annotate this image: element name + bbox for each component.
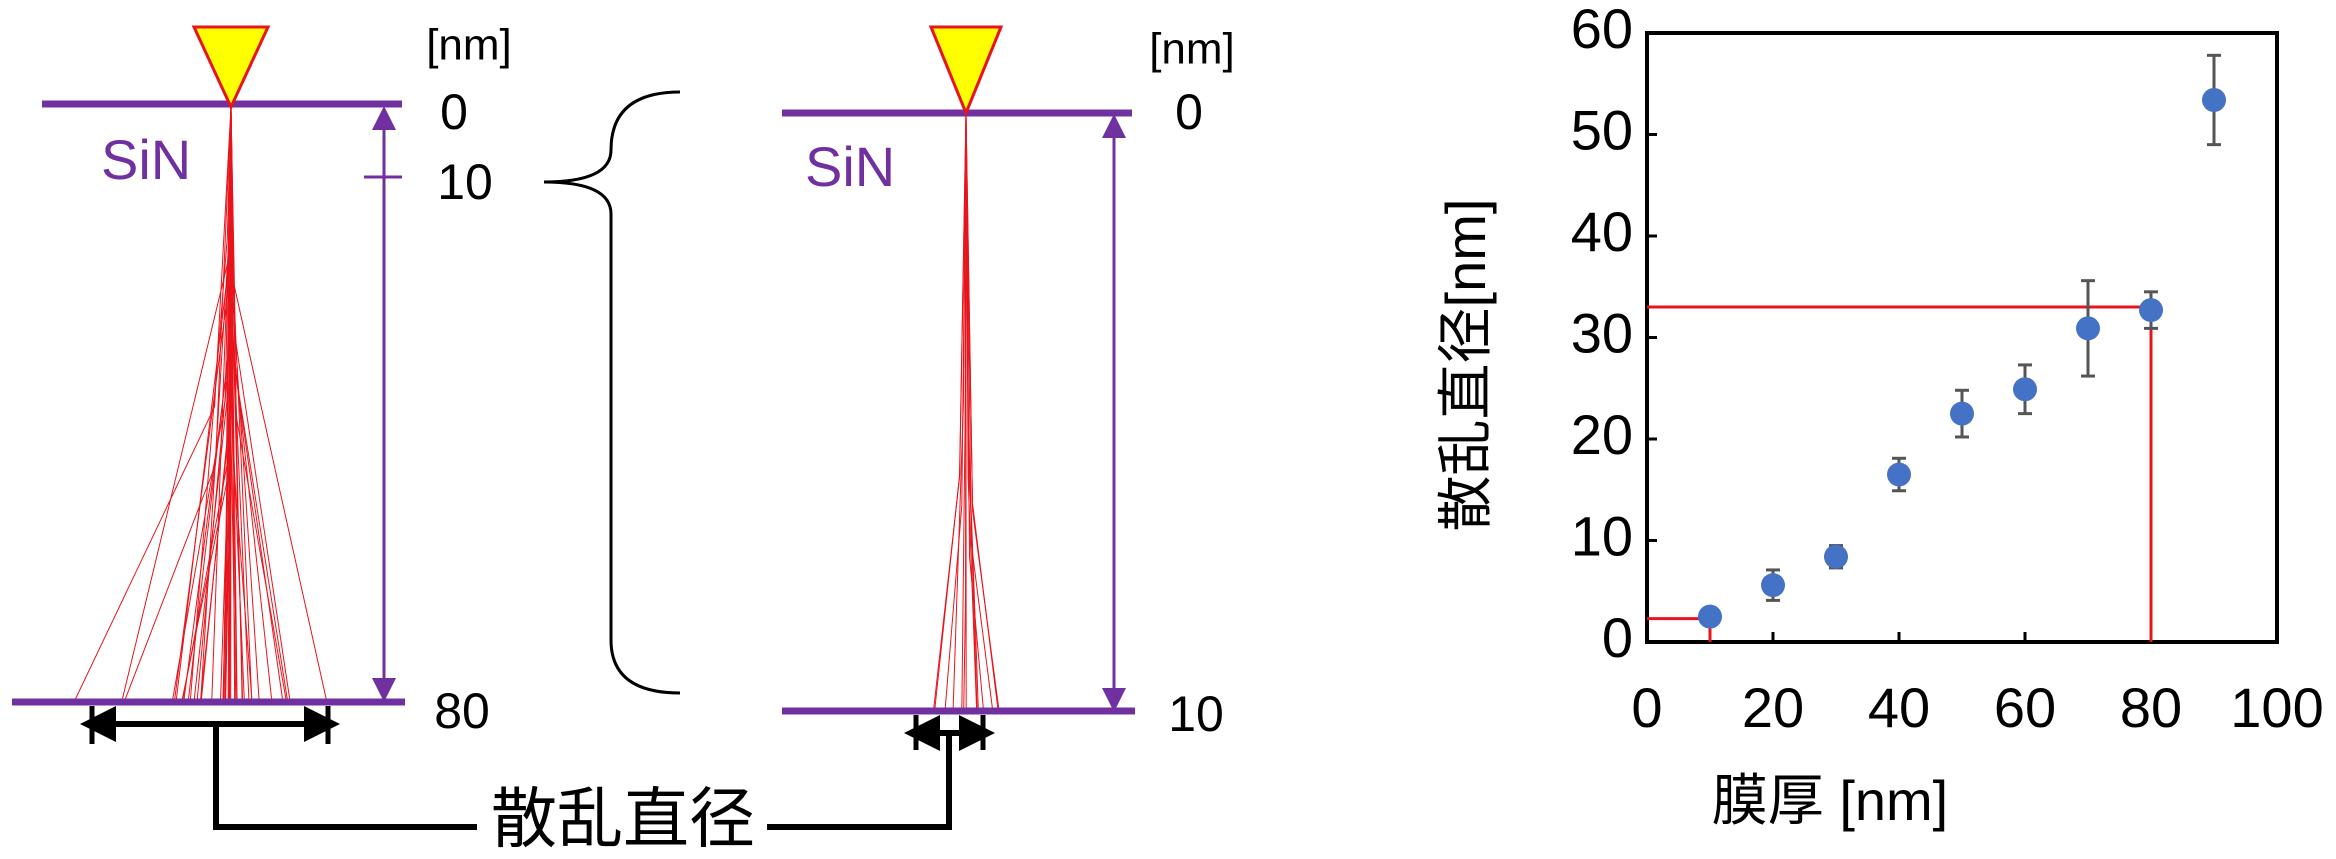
y-tick-label: 50 [1571, 98, 1633, 161]
y-tick-label: 40 [1571, 200, 1633, 263]
point [1761, 573, 1785, 597]
x-tick-label: 80 [2120, 676, 2182, 739]
depth-label: 80 [434, 683, 490, 739]
ray [74, 107, 231, 702]
depth-label: 10 [437, 154, 493, 210]
beam-source [194, 27, 268, 107]
point [2202, 88, 2226, 112]
depth-label: 0 [440, 84, 468, 140]
material-label: SiN [805, 135, 895, 198]
x-tick-label: 0 [1631, 676, 1662, 739]
depth-label: 0 [1175, 84, 1203, 140]
y-tick-label: 20 [1571, 403, 1633, 466]
unit-label: [nm] [1149, 25, 1235, 74]
ray [935, 113, 966, 711]
depth-label: 10 [1168, 686, 1224, 742]
x-axis-title: 膜厚 [nm] [1712, 769, 1948, 832]
x-tick-label: 60 [1994, 676, 2056, 739]
ray [231, 107, 272, 702]
point [1824, 545, 1848, 569]
connector [767, 733, 949, 827]
connector [216, 724, 477, 827]
point [2013, 377, 2037, 401]
x-tick-label: 20 [1742, 676, 1804, 739]
x-tick-label: 40 [1868, 676, 1930, 739]
point [1950, 402, 1974, 426]
material-label: SiN [101, 128, 191, 191]
ray [933, 113, 966, 711]
plot-frame [1647, 33, 2277, 642]
y-tick-label: 30 [1571, 301, 1633, 364]
beam-source [931, 27, 1001, 113]
y-tick-label: 10 [1571, 504, 1633, 567]
point [2076, 316, 2100, 340]
x-tick-label: 100 [2230, 676, 2323, 739]
point [1698, 605, 1722, 629]
unit-label: [nm] [426, 21, 512, 70]
brace [544, 92, 680, 693]
ray [966, 113, 998, 711]
caption: 散乱直径 [491, 781, 755, 855]
y-tick-label: 60 [1571, 0, 1633, 60]
y-tick-label: 0 [1602, 606, 1633, 669]
figure: SiN [nm] 0 10 80 散乱直径 SiN [nm] 0 10 膜厚 [… [0, 0, 2336, 859]
point [2139, 298, 2163, 322]
y-axis-title: 散乱直径[nm] [1434, 199, 1497, 532]
ray [966, 113, 993, 711]
point [1887, 463, 1911, 487]
